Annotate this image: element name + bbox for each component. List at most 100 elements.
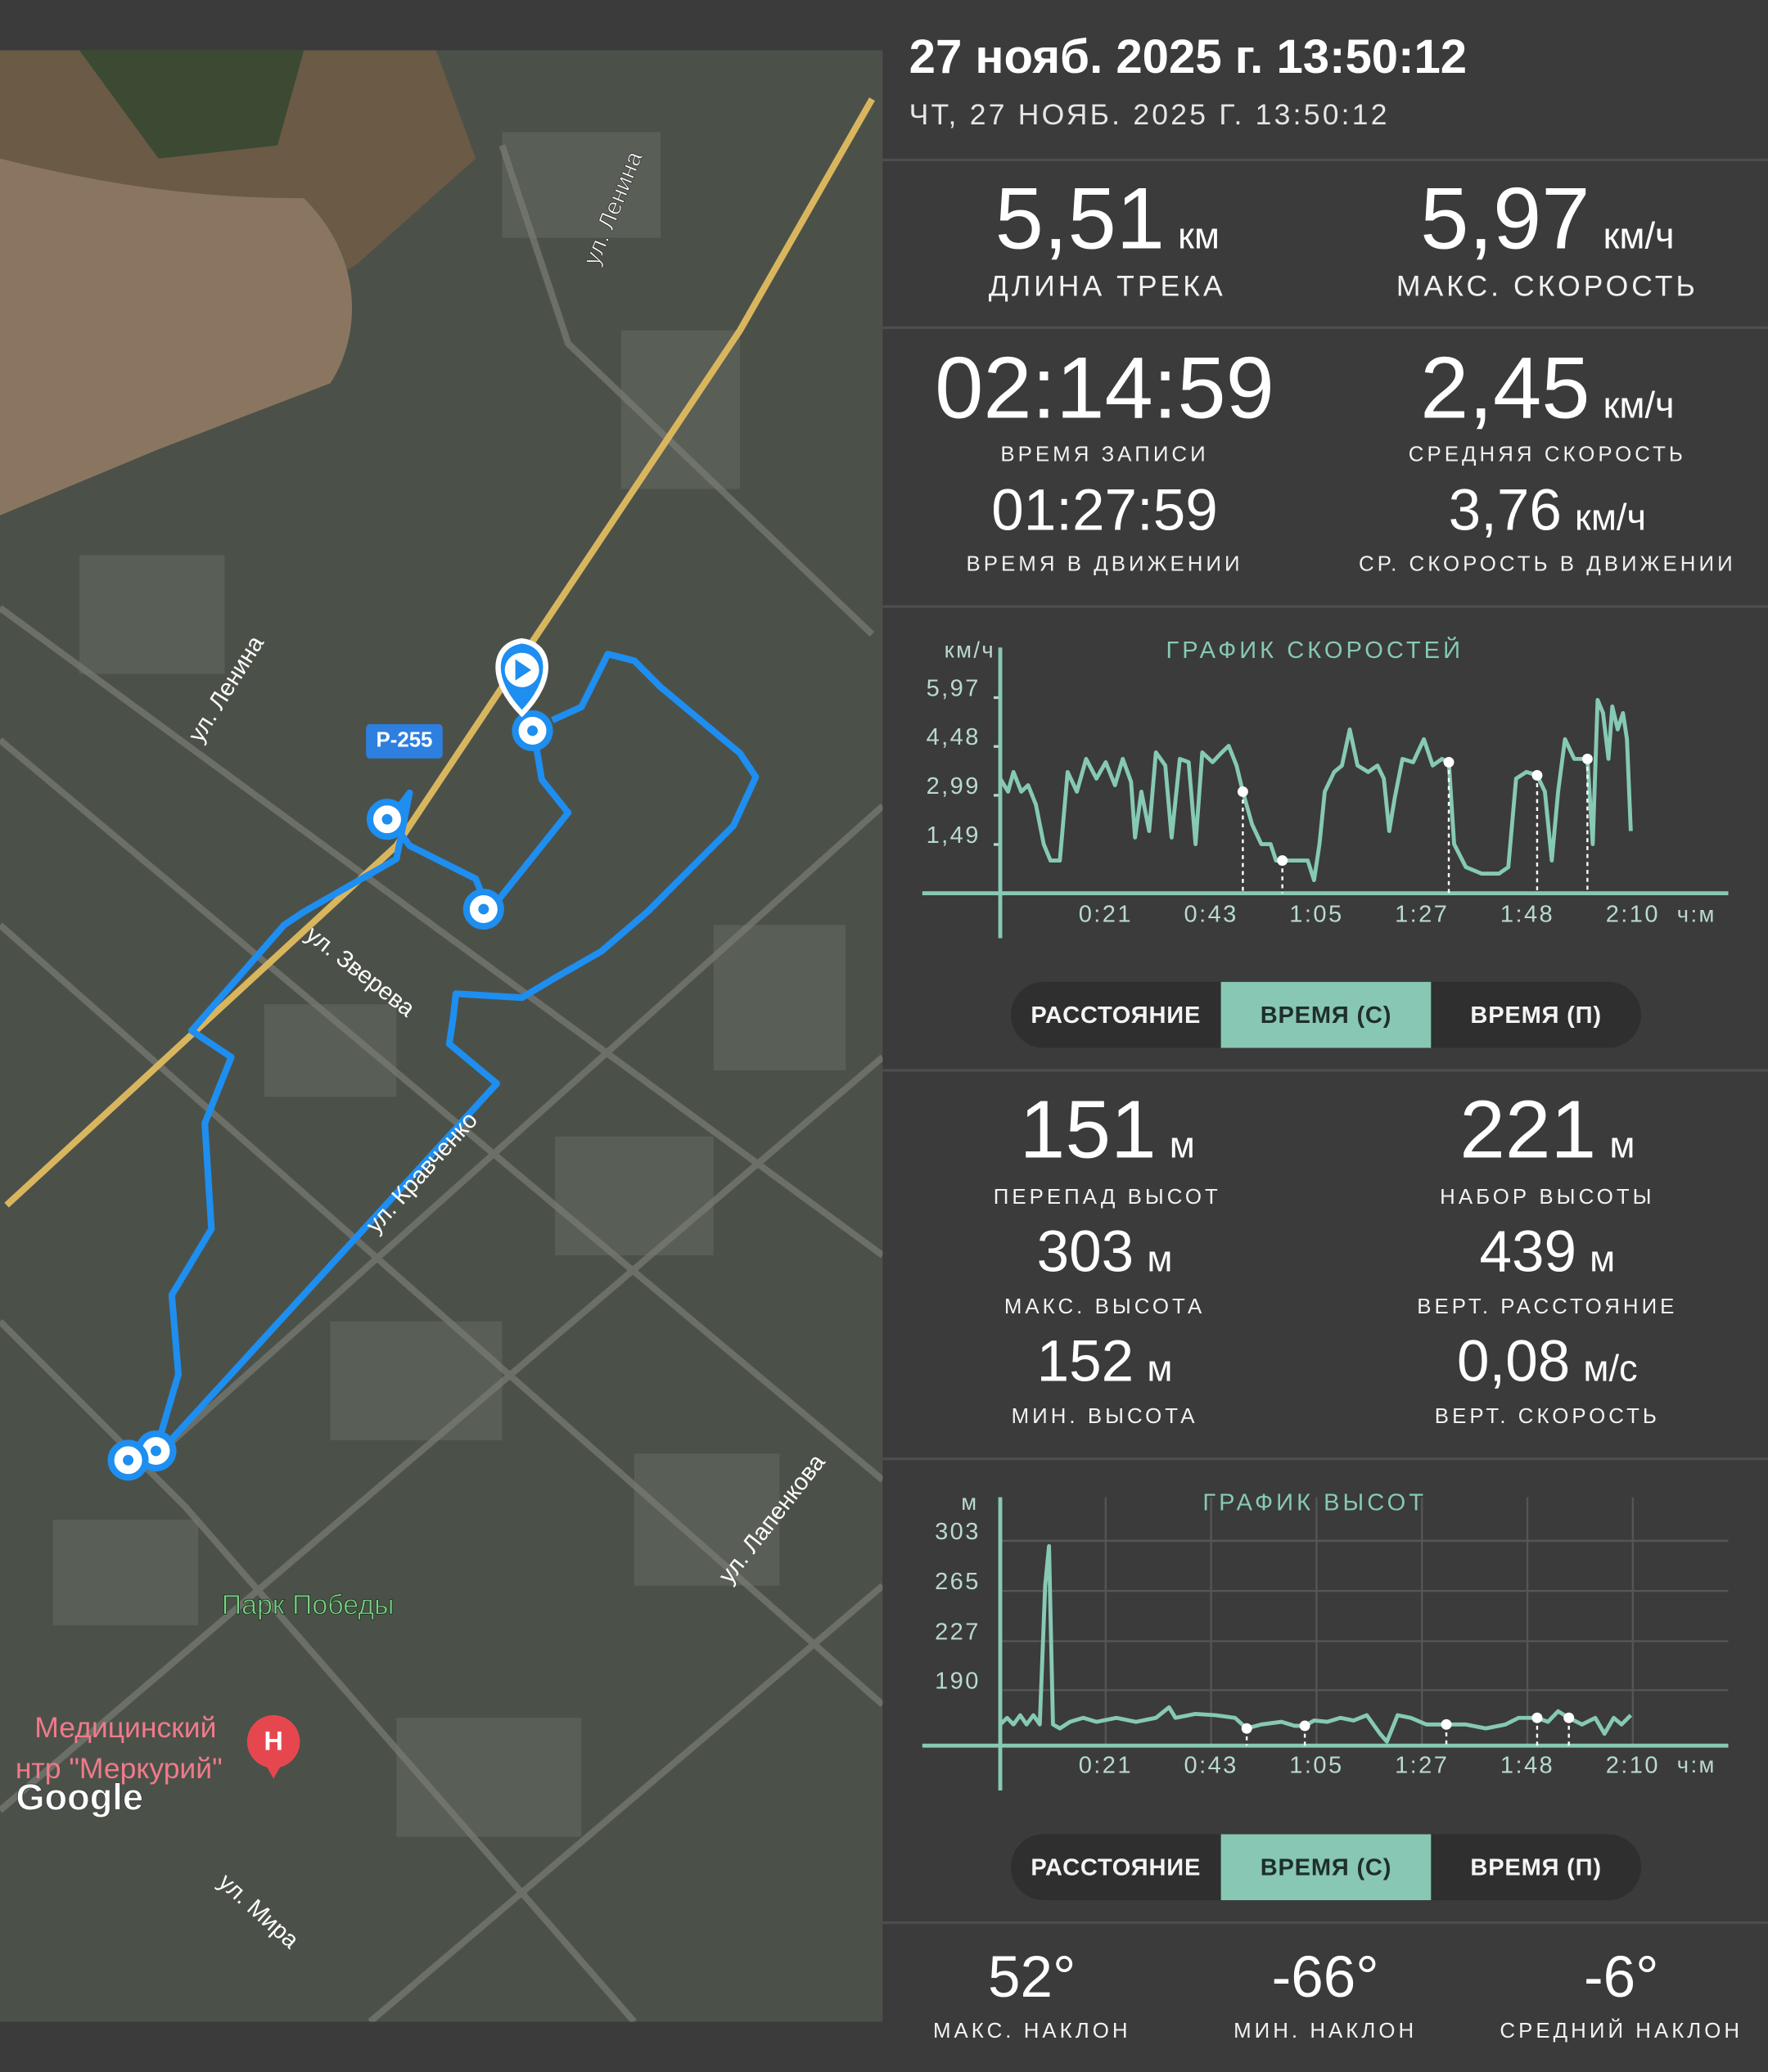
marker [1563, 1712, 1575, 1723]
title: 27 нояб. 2025 г. 13:50:12 [909, 29, 1468, 83]
subtitle: ЧТ, 27 НОЯБ. 2025 Г. 13:50:12 [909, 97, 1390, 131]
stat-value: 5,51 км [830, 174, 1385, 262]
stat-value: 5,97 км/ч [1270, 174, 1768, 262]
stat-value: 0,08 м/с [1270, 1333, 1768, 1391]
value: -6° [1583, 1944, 1659, 2011]
y-tick-label: 5,97 [927, 676, 981, 702]
marker [1443, 756, 1455, 768]
unit: км/ч [1603, 384, 1675, 426]
road-label: Р-255 [377, 729, 433, 752]
unit: м [1169, 1124, 1195, 1166]
x-tick-label: 1:27 [1395, 1753, 1449, 1779]
stat-label: МАКС. НАКЛОН [932, 2020, 1131, 2043]
value: 52° [988, 1944, 1076, 2011]
unit: км [1178, 215, 1220, 257]
poi-label: Медицинский [34, 1711, 216, 1744]
segmented-control: РАССТОЯНИЕ ВРЕМЯ (С) ВРЕМЯ (П) [1010, 981, 1641, 1048]
unit: м [1590, 1238, 1616, 1280]
x-tick-label: 1:05 [1289, 902, 1343, 928]
y-axis-label: м [961, 1489, 978, 1515]
toggle-button[interactable]: ВРЕМЯ (С) [1220, 981, 1432, 1048]
value: 439 [1479, 1219, 1576, 1285]
y-tick-label: 265 [935, 1569, 981, 1595]
value: 5,97 [1420, 169, 1590, 268]
park-label: Парк Победы [222, 1590, 395, 1621]
y-tick-label: 190 [935, 1668, 981, 1694]
y-tick-label: 1,49 [927, 822, 981, 849]
unit: м [1147, 1348, 1173, 1390]
marker [1277, 855, 1288, 867]
stat-value: 151 м [830, 1089, 1385, 1172]
toggle-button[interactable]: ВРЕМЯ (П) [1470, 1001, 1602, 1028]
x-tick-label: 1:48 [1500, 1753, 1554, 1779]
value: 151 [1019, 1084, 1157, 1177]
x-axis-label: ч:м [1677, 901, 1716, 926]
stat-label: МИН. ВЫСОТА [1011, 1406, 1198, 1429]
value: 303 [1036, 1219, 1134, 1285]
stat-value: 221 м [1270, 1089, 1768, 1172]
unit: м/с [1583, 1348, 1638, 1390]
toggle-button[interactable]: РАССТОЯНИЕ [1031, 1001, 1202, 1028]
stat-label: ВЕРТ. СКОРОСТЬ [1434, 1406, 1660, 1429]
unit: м [1147, 1238, 1173, 1280]
stat-value: 52° [755, 1948, 1310, 2007]
google-logo: Google [16, 1776, 143, 1818]
stat-label: НАБОР ВЫСОТЫ [1440, 1187, 1655, 1209]
y-axis-label: км/ч [945, 637, 995, 662]
unit: км/ч [1575, 497, 1647, 538]
data-line [999, 1543, 1633, 1744]
stat-value: 439 м [1270, 1223, 1768, 1281]
marker [1581, 753, 1593, 764]
value: -66° [1271, 1944, 1379, 2011]
stat-label: МАКС. ВЫСОТА [1004, 1296, 1206, 1319]
x-tick-label: 0:43 [1184, 1753, 1238, 1779]
marker [1237, 786, 1248, 797]
unit: м [1609, 1124, 1635, 1166]
y-tick-label: 303 [935, 1519, 981, 1545]
toggle-button[interactable]: ВРЕМЯ (П) [1470, 1853, 1602, 1881]
poi-label: нтр "Меркурий" [16, 1752, 223, 1785]
stat-label: ВЕРТ. РАССТОЯНИЕ [1417, 1296, 1678, 1319]
stat-label: СР. СКОРОСТЬ В ДВИЖЕНИИ [1359, 553, 1736, 577]
x-tick-label: 1:05 [1289, 1753, 1343, 1779]
x-tick-label: 1:48 [1500, 902, 1554, 928]
chart-title: ГРАФИК ВЫСОТ [1202, 1489, 1427, 1516]
segmented-control: РАССТОЯНИЕ ВРЕМЯ (С) ВРЕМЯ (П) [1010, 1834, 1641, 1901]
value: 2,45 [1420, 338, 1590, 436]
stat-label: МИН. НАКЛОН [1234, 2020, 1418, 2043]
marker [1441, 1718, 1452, 1730]
x-tick-label: 2:10 [1606, 1753, 1660, 1779]
stat-value: 3,76 км/ч [1270, 482, 1768, 540]
stat-value: -66° [1048, 1948, 1603, 2007]
stat-value: 303 м [828, 1223, 1382, 1281]
toggle-button[interactable]: РАССТОЯНИЕ [1031, 1853, 1202, 1881]
stat-value: 152 м [828, 1333, 1382, 1391]
unit: км/ч [1603, 215, 1675, 257]
value: 221 [1459, 1084, 1597, 1177]
marker [1299, 1720, 1310, 1732]
stat-label: СРЕДНИЙ НАКЛОН [1500, 2020, 1743, 2043]
data-line [998, 697, 1633, 883]
stat-label: СРЕДНЯЯ СКОРОСТЬ [1408, 444, 1686, 467]
value: 02:14:59 [935, 338, 1274, 436]
x-tick-label: 1:27 [1395, 902, 1449, 928]
y-tick-label: 4,48 [927, 724, 981, 750]
map[interactable]: ул. Ленина ул. Ленина Р-255 ул. Зверева … [0, 50, 883, 2022]
value: 152 [1036, 1329, 1134, 1394]
stat-label: ВРЕМЯ В ДВИЖЕНИИ [966, 553, 1243, 577]
stat-label: МАКС. СКОРОСТЬ [1396, 269, 1698, 303]
y-tick-label: 2,99 [927, 773, 981, 800]
marker [1241, 1723, 1252, 1734]
value: 5,51 [994, 169, 1165, 268]
x-tick-label: 0:21 [1079, 1753, 1133, 1779]
x-tick-label: 2:10 [1606, 902, 1660, 928]
stat-value: 01:27:59 [828, 482, 1382, 540]
marker [1531, 1712, 1543, 1723]
stat-value: 02:14:59 [828, 344, 1382, 431]
y-tick-label: 227 [935, 1619, 981, 1646]
toggle-button[interactable]: ВРЕМЯ (С) [1220, 1834, 1432, 1901]
value: 01:27:59 [991, 478, 1218, 543]
